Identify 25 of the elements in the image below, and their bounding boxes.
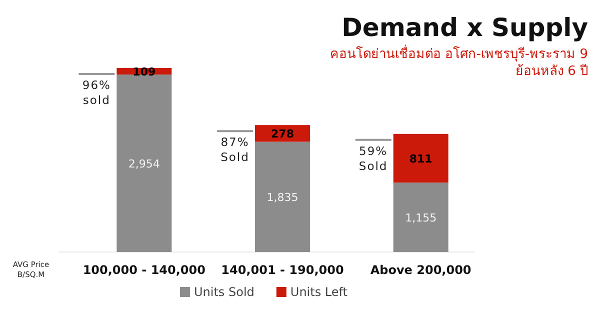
legend-label: Units Sold xyxy=(194,285,254,299)
x-tick-label: Above 200,000 xyxy=(370,263,472,277)
annotation: 59% Sold xyxy=(358,144,388,173)
legend: Units Left xyxy=(276,285,348,299)
x-tick-label: 100,000 - 140,000 xyxy=(82,263,206,277)
x-tick-label: 140,001 - 190,000 xyxy=(221,263,344,277)
legend-label: Units Left xyxy=(290,285,348,299)
data-label: 1,835 xyxy=(266,190,298,204)
legend: Units Sold xyxy=(180,285,254,299)
chart-subtitle: คอนโดย่านเชื่อมต่อ อโศก-เพชรบุรี-พระราม 9 ย้อนหลัง 6 ปี xyxy=(330,45,588,79)
bar xyxy=(116,74,172,252)
bar xyxy=(255,142,310,252)
data-label: 2,954 xyxy=(128,157,160,170)
annotation: 96% sold xyxy=(82,78,111,107)
bar xyxy=(255,125,310,142)
annotation: 87% Sold xyxy=(217,130,253,164)
bar xyxy=(393,134,448,183)
annotation: 59% Sold xyxy=(355,138,392,173)
annotation: 96% sold xyxy=(78,73,115,107)
data-label: 811 xyxy=(409,152,432,166)
data-label: 1,155 xyxy=(405,211,437,224)
data-label: 278 xyxy=(271,127,294,140)
annotation: 87% Sold xyxy=(220,135,250,164)
chart-title: Demand x Supply xyxy=(342,13,588,42)
bar xyxy=(393,182,448,252)
